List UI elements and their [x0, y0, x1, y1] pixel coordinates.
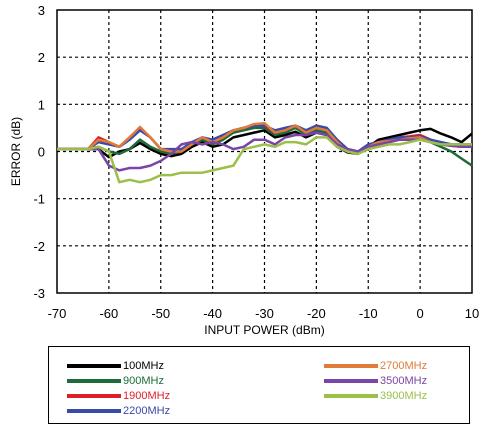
- y-tick-labels: -3 -2 -1 0 1 2 3: [33, 3, 45, 301]
- x-tick-label: 10: [465, 306, 479, 321]
- y-tick-label: 0: [38, 145, 45, 160]
- legend-label: 1900MHz: [123, 390, 171, 402]
- legend-swatch: [324, 379, 378, 383]
- legend: 100MHz 900MHz 1900MHz 2200MHz 2700MHz 3500MHz…: [48, 346, 470, 424]
- legend-swatch: [324, 394, 378, 398]
- legend-swatch: [67, 364, 121, 368]
- x-tick-label: -20: [307, 306, 326, 321]
- legend-swatch: [67, 409, 121, 413]
- x-tick-label: -30: [255, 306, 274, 321]
- x-tick-labels: -70 -60 -50 -40 -30 -20 -10 0 10: [48, 306, 480, 321]
- y-tick-label: -3: [33, 286, 45, 301]
- y-axis-label: ERROR (dB): [9, 117, 23, 186]
- series-line-3900mhz: [57, 136, 472, 184]
- y-tick-label: 1: [38, 97, 45, 112]
- grid-lines: [57, 10, 472, 293]
- legend-swatch: [67, 394, 121, 398]
- x-tick-label: -70: [48, 306, 67, 321]
- y-tick-label: 3: [38, 3, 45, 18]
- x-axis-label: INPUT POWER (dBm): [204, 323, 324, 337]
- legend-label: 2700MHz: [380, 360, 428, 372]
- series-line-3500mhz: [57, 131, 472, 172]
- series-line-2200mhz: [57, 124, 472, 153]
- x-tick-label: -10: [359, 306, 378, 321]
- x-tick-label: -40: [203, 306, 222, 321]
- legend-label: 100MHz: [123, 360, 164, 372]
- legend-label: 2200MHz: [123, 405, 171, 417]
- legend-label: 3500MHz: [380, 375, 428, 387]
- legend-swatch: [324, 364, 378, 368]
- legend-label: 900MHz: [123, 375, 164, 387]
- y-tick-label: 2: [38, 50, 45, 65]
- y-tick-label: -1: [33, 192, 45, 207]
- x-tick-label: -50: [151, 306, 170, 321]
- x-tick-label: -60: [99, 306, 118, 321]
- x-tick-label: 0: [417, 306, 424, 321]
- legend-swatch: [67, 379, 121, 383]
- y-tick-label: -2: [33, 239, 45, 254]
- legend-label: 3900MHz: [380, 390, 428, 402]
- series-layer: [57, 121, 473, 184]
- series-line-100mhz: [57, 127, 473, 159]
- plot-frame: [56, 9, 473, 294]
